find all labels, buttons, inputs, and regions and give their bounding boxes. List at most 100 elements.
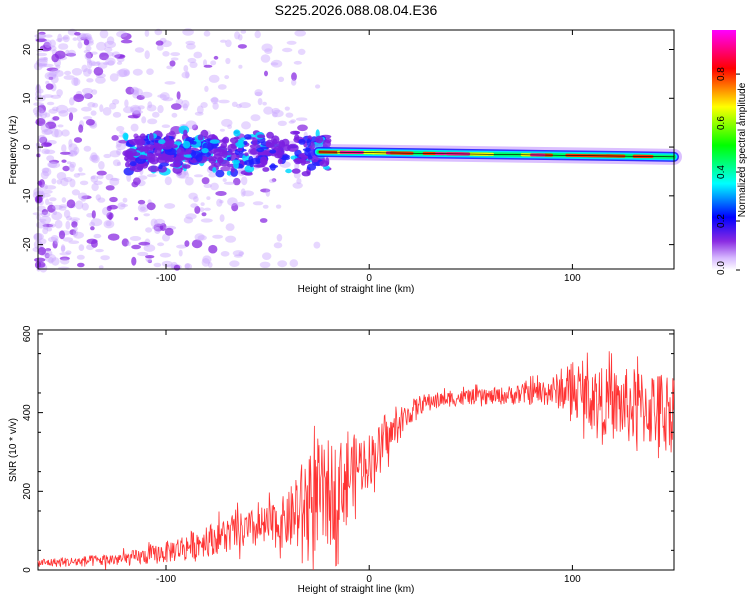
noise-blob — [270, 62, 279, 66]
noise-blob — [193, 51, 203, 59]
noise-blob — [264, 48, 273, 54]
noise-blob — [46, 101, 55, 106]
noise-blob — [47, 161, 58, 168]
noise-blob — [68, 112, 74, 121]
noise-blob — [98, 265, 104, 269]
noise-blob — [55, 64, 61, 69]
noise-blob — [42, 94, 54, 98]
noise-blob — [66, 107, 78, 113]
noise-blob — [42, 223, 54, 228]
noise-blob — [37, 247, 47, 256]
colorbar-tick-label: 0.8 — [716, 67, 727, 81]
noise-blob — [203, 59, 207, 67]
noise-blob — [105, 185, 115, 191]
noise-blob — [48, 108, 58, 114]
noise-blob — [152, 111, 160, 118]
noise-blob — [85, 119, 95, 126]
noise-blob — [202, 255, 212, 264]
noise-blob — [68, 143, 78, 152]
noise-blob — [259, 218, 268, 223]
noise-blob — [93, 233, 102, 239]
noise-blob — [185, 213, 197, 220]
noise-blob — [68, 163, 75, 172]
noise-blob — [73, 137, 83, 143]
noise-blob — [41, 209, 49, 216]
noise-blob — [146, 68, 154, 75]
noise-blob — [164, 203, 176, 209]
noise-blob — [73, 150, 78, 156]
noise-blob — [52, 106, 59, 112]
noise-blob — [43, 142, 52, 147]
noise-blob — [153, 262, 162, 268]
noise-blob — [151, 226, 159, 230]
noise-blob — [92, 102, 99, 108]
noise-blob — [84, 93, 93, 99]
noise-blob — [89, 221, 95, 227]
noise-blob — [109, 177, 120, 186]
band-blob — [252, 137, 258, 146]
noise-blob — [81, 33, 87, 38]
noise-blob — [86, 57, 92, 64]
noise-blob — [129, 104, 141, 114]
band-blob — [233, 161, 239, 169]
y-tick-label: 400 — [22, 404, 33, 421]
noise-blob — [187, 57, 197, 64]
spectrogram-heatmap — [32, 28, 682, 273]
noise-blob — [262, 252, 272, 260]
noise-blob — [229, 260, 240, 268]
noise-blob — [295, 117, 308, 121]
noise-blob — [223, 181, 235, 185]
noise-blob — [134, 217, 139, 221]
noise-blob — [51, 211, 63, 221]
noise-blob — [43, 56, 48, 61]
noise-blob — [97, 62, 108, 69]
noise-blob — [83, 49, 91, 54]
noise-blob — [186, 43, 196, 50]
noise-blob — [154, 218, 166, 226]
noise-blob — [61, 159, 67, 163]
noise-blob — [37, 63, 47, 68]
noise-blob — [56, 38, 63, 42]
noise-blob — [46, 67, 59, 72]
noise-blob — [115, 143, 126, 151]
noise-blob — [79, 32, 87, 40]
noise-blob — [60, 177, 69, 187]
band-blob — [268, 164, 279, 169]
noise-blob — [86, 34, 91, 40]
noise-blob — [72, 229, 78, 237]
snr-xlabel: Height of straight line (km) — [298, 584, 415, 595]
noise-blob — [42, 167, 52, 177]
noise-blob — [66, 199, 76, 209]
noise-blob — [146, 202, 156, 211]
noise-blob — [190, 203, 198, 208]
noise-blob — [93, 66, 104, 76]
colorbar: 0.0 0.2 0.4 0.6 0.8 Normalized spectral ampl… — [712, 30, 748, 275]
noise-blob — [38, 179, 45, 188]
snr-ylabel: SNR (10 * v/v) — [8, 418, 19, 482]
noise-blob — [45, 121, 57, 129]
noise-blob — [297, 48, 306, 56]
band-blob — [306, 138, 311, 148]
band-blob — [304, 147, 316, 157]
band-blob — [138, 154, 148, 160]
noise-blob — [69, 178, 76, 188]
noise-blob — [238, 251, 244, 256]
noise-blob — [87, 59, 93, 69]
noise-blob — [203, 207, 211, 211]
noise-blob — [219, 128, 225, 132]
noise-blob — [294, 162, 300, 170]
noise-blob — [38, 58, 49, 63]
noise-blob — [83, 33, 89, 39]
noise-blob — [90, 226, 95, 231]
noise-blob — [65, 49, 70, 55]
noise-blob — [105, 173, 114, 181]
noise-blob — [271, 178, 277, 183]
y-tick-label: 10 — [22, 92, 33, 104]
noise-blob — [77, 172, 86, 176]
noise-blob — [35, 221, 47, 229]
band-blob — [199, 151, 211, 158]
noise-blob — [293, 60, 302, 65]
noise-blob — [95, 248, 104, 253]
colorbar-label: Normalized spectral amplitude — [737, 82, 748, 217]
noise-blob — [91, 239, 98, 248]
